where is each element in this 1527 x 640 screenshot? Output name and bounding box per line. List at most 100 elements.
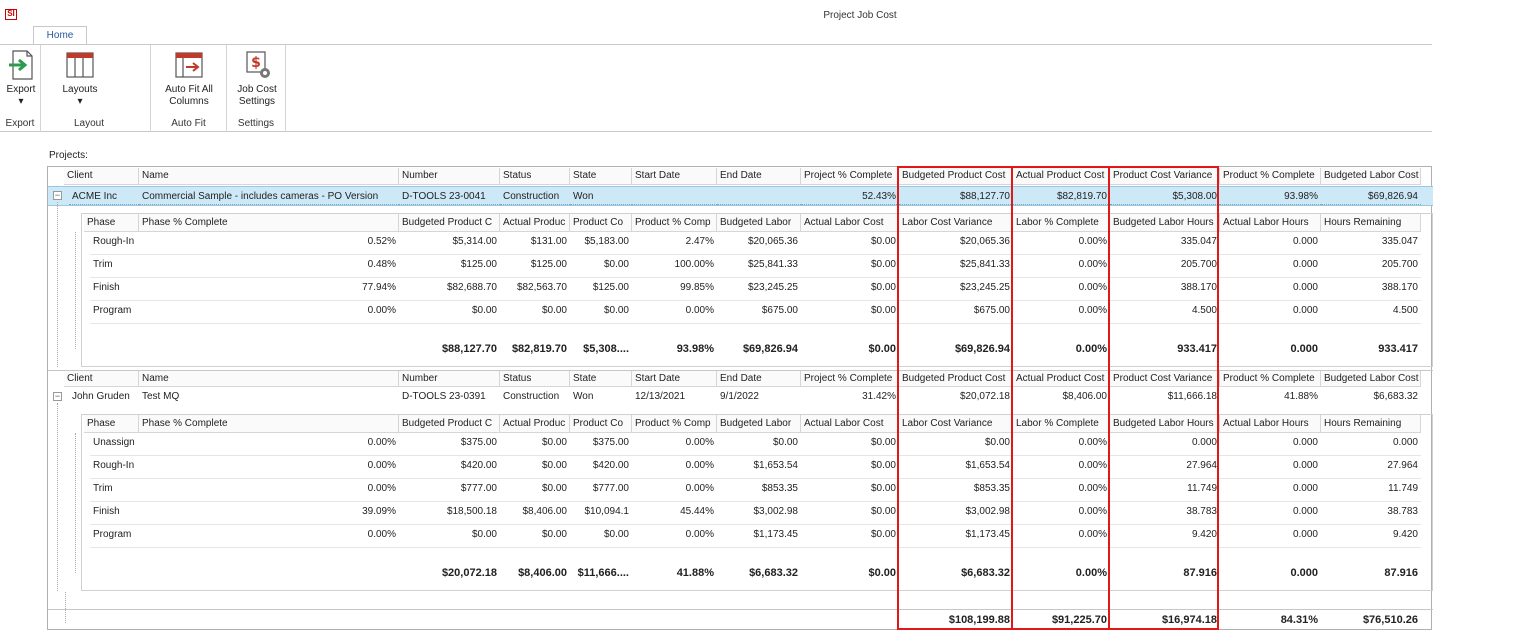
project-cell-product-pct-complete[interactable]: 93.98% <box>1220 187 1321 205</box>
phase-cell-labor-pct-complete[interactable]: 0.00% <box>1013 301 1110 324</box>
phase-cell-actual-labor-hours[interactable]: 0.000 <box>1220 456 1321 479</box>
project-row[interactable]: ACME Inc Commercial Sample - includes cam… <box>48 186 1433 206</box>
project-cell-budgeted-labor-cost[interactable]: $6,683.32 <box>1373 391 1419 402</box>
phase-cell-actual-labor-cost[interactable]: $0.00 <box>801 525 899 548</box>
phase-cell-phase-pct-complete[interactable]: 0.00% <box>139 301 399 324</box>
project-cell-actual-product-cost[interactable]: $82,819.70 <box>1013 187 1110 205</box>
phase-cell-phase-pct-complete[interactable]: 0.00% <box>139 479 399 502</box>
project-cell-project-pct-complete[interactable]: 31.42% <box>862 391 896 402</box>
grand-totals-row[interactable]: $108,199.88 $91,225.70 $16,974.18 84.31% $76… <box>48 609 1433 633</box>
phase-cell-actual-labor-cost[interactable]: $0.00 <box>801 479 899 502</box>
phase-cell-budgeted-labor-hours[interactable]: 38.783 <box>1110 502 1220 525</box>
column-header-name[interactable]: Name <box>139 168 399 185</box>
phase-cell-product-co[interactable]: $420.00 <box>570 456 632 479</box>
collapse-toggle-icon[interactable]: − <box>53 190 62 200</box>
phase-row[interactable]: Trim 0.48% $125.00 $125.00 $0.00 100.00% $25,8… <box>48 255 1433 278</box>
phase-cell-actual-produc[interactable]: $0.00 <box>500 456 570 479</box>
column-header-number[interactable]: Number <box>399 168 500 185</box>
column-header-number[interactable]: Number <box>399 371 500 387</box>
phase-row[interactable]: Unassign 0.00% $375.00 $0.00 $375.00 0.00% $0.… <box>48 433 1433 456</box>
phase-cell-product-pct-comp[interactable]: 99.85% <box>632 278 717 301</box>
phase-cell-budgeted-labor[interactable]: $0.00 <box>717 433 801 456</box>
phase-cell-product-co[interactable]: $375.00 <box>570 433 632 456</box>
project-cell-product-pct-complete[interactable]: 41.88% <box>1284 391 1318 402</box>
phase-cell-budgeted-labor-hours[interactable]: 11.749 <box>1110 479 1220 502</box>
phase-column-header-product-pct-comp[interactable]: Product % Comp <box>632 415 717 433</box>
phase-row[interactable]: Rough-In 0.52% $5,314.00 $131.00 $5,183.00 2.… <box>48 232 1433 255</box>
phase-row[interactable]: Program 0.00% $0.00 $0.00 $0.00 0.00% $675.00 $… <box>48 301 1433 324</box>
phase-column-header-labor-cost-variance[interactable]: Labor Cost Variance <box>899 415 1013 433</box>
phase-cell-labor-cost-variance[interactable]: $853.35 <box>899 479 1013 502</box>
phase-cell-actual-labor-hours[interactable]: 0.000 <box>1220 232 1321 255</box>
phase-cell-hours-remaining[interactable]: 27.964 <box>1321 456 1421 479</box>
phase-cell-labor-pct-complete[interactable]: 0.00% <box>1013 232 1110 255</box>
phase-cell-phase-pct-complete[interactable]: 0.00% <box>139 456 399 479</box>
column-header-end-date[interactable]: End Date <box>717 168 801 185</box>
phase-cell-budgeted-labor[interactable]: $20,065.36 <box>717 232 801 255</box>
phase-totals-row[interactable]: $88,127.70 $82,819.70 $5,308.... 93.98% $69,… <box>48 339 1433 363</box>
phase-cell-actual-labor-hours[interactable]: 0.000 <box>1220 301 1321 324</box>
phase-cell-product-co[interactable]: $0.00 <box>570 525 632 548</box>
phase-cell-product-pct-comp[interactable]: 0.00% <box>632 479 717 502</box>
phase-cell-product-pct-comp[interactable]: 0.00% <box>632 525 717 548</box>
column-header-budgeted-labor-cost[interactable]: Budgeted Labor Cost <box>1321 168 1421 185</box>
phase-totals-row[interactable]: $20,072.18 $8,406.00 $11,666.... 41.88% $6,6… <box>48 563 1433 587</box>
column-header-product-pct-complete[interactable]: Product % Complete <box>1220 371 1321 387</box>
project-cell-number[interactable]: D-TOOLS 23-0041 <box>399 187 500 205</box>
phase-cell-actual-produc[interactable]: $0.00 <box>500 433 570 456</box>
tab-home[interactable]: Home <box>33 26 87 45</box>
project-row[interactable]: John Gruden Test MQ D-TOOLS 23-0391 Constru… <box>48 387 1433 407</box>
phase-cell-phase[interactable]: Rough-In <box>90 456 139 479</box>
phase-row[interactable]: Finish 39.09% $18,500.18 $8,406.00 $10,094.1… <box>48 502 1433 525</box>
phase-column-header-budgeted-product-c[interactable]: Budgeted Product C <box>399 214 500 232</box>
phase-cell-actual-produc[interactable]: $0.00 <box>500 479 570 502</box>
phase-row[interactable]: Rough-In 0.00% $420.00 $0.00 $420.00 0.00% $1,… <box>48 456 1433 479</box>
phase-cell-budgeted-labor-hours[interactable]: 27.964 <box>1110 456 1220 479</box>
phase-cell-labor-cost-variance[interactable]: $1,173.45 <box>899 525 1013 548</box>
phase-cell-actual-labor-cost[interactable]: $0.00 <box>801 456 899 479</box>
phase-cell-budgeted-labor-hours[interactable]: 9.420 <box>1110 525 1220 548</box>
project-cell-number[interactable]: D-TOOLS 23-0391 <box>402 391 486 402</box>
phase-cell-product-pct-comp[interactable]: 0.00% <box>632 301 717 324</box>
phase-cell-product-co[interactable]: $125.00 <box>570 278 632 301</box>
phase-cell-product-pct-comp[interactable]: 2.47% <box>632 232 717 255</box>
column-header-start-date[interactable]: Start Date <box>632 371 717 387</box>
phase-cell-actual-produc[interactable]: $125.00 <box>500 255 570 278</box>
project-cell-client[interactable]: John Gruden <box>72 391 130 402</box>
phase-cell-phase-pct-complete[interactable]: 0.00% <box>139 433 399 456</box>
phase-cell-actual-labor-cost[interactable]: $0.00 <box>801 278 899 301</box>
phase-cell-phase-pct-complete[interactable]: 0.00% <box>139 525 399 548</box>
project-cell-state[interactable]: Won <box>570 187 632 205</box>
project-cell-start-date[interactable] <box>632 187 717 205</box>
phase-column-header-actual-labor-cost[interactable]: Actual Labor Cost <box>801 415 899 433</box>
column-header-name[interactable]: Name <box>139 371 399 387</box>
phase-column-header-budgeted-labor-hours[interactable]: Budgeted Labor Hours <box>1110 214 1220 232</box>
phase-cell-actual-labor-hours[interactable]: 0.000 <box>1220 278 1321 301</box>
phase-cell-budgeted-product-c[interactable]: $0.00 <box>399 525 500 548</box>
phase-row[interactable]: Program 0.00% $0.00 $0.00 $0.00 0.00% $1,173.4… <box>48 525 1433 548</box>
phase-column-header-product-pct-comp[interactable]: Product % Comp <box>632 214 717 232</box>
phase-cell-labor-pct-complete[interactable]: 0.00% <box>1013 525 1110 548</box>
column-header-actual-product-cost[interactable]: Actual Product Cost <box>1013 371 1110 387</box>
phase-cell-phase-pct-complete[interactable]: 0.48% <box>139 255 399 278</box>
column-header-product-cost-variance[interactable]: Product Cost Variance <box>1110 371 1220 387</box>
project-cell-budgeted-product-cost[interactable]: $88,127.70 <box>899 187 1013 205</box>
phase-cell-actual-produc[interactable]: $0.00 <box>500 525 570 548</box>
phase-cell-hours-remaining[interactable]: 11.749 <box>1321 479 1421 502</box>
phase-cell-budgeted-product-c[interactable]: $82,688.70 <box>399 278 500 301</box>
phase-cell-labor-pct-complete[interactable]: 0.00% <box>1013 278 1110 301</box>
projects-grid[interactable]: Client Name Number Status State Start Date End… <box>47 166 1433 633</box>
phase-cell-product-pct-comp[interactable]: 0.00% <box>632 433 717 456</box>
phase-cell-budgeted-labor[interactable]: $25,841.33 <box>717 255 801 278</box>
job-cost-settings-button[interactable]: $ Job Cost Settings <box>232 49 282 108</box>
project-cell-budgeted-labor-cost[interactable]: $69,826.94 <box>1321 187 1421 205</box>
phase-cell-labor-cost-variance[interactable]: $675.00 <box>899 301 1013 324</box>
project-cell-client[interactable]: ACME Inc <box>69 187 139 205</box>
phase-cell-budgeted-product-c[interactable]: $777.00 <box>399 479 500 502</box>
phase-cell-phase[interactable]: Unassign <box>90 433 139 456</box>
project-cell-status[interactable]: Construction <box>503 391 560 402</box>
phase-cell-hours-remaining[interactable]: 388.170 <box>1321 278 1421 301</box>
phase-cell-budgeted-labor-hours[interactable]: 4.500 <box>1110 301 1220 324</box>
phase-cell-budgeted-labor[interactable]: $23,245.25 <box>717 278 801 301</box>
